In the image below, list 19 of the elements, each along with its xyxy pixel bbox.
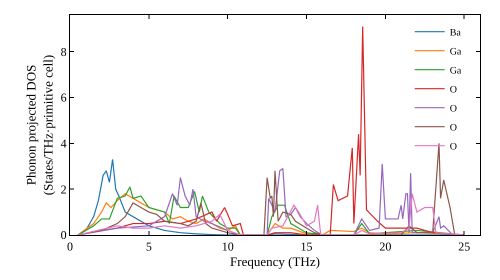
legend-label: O: [450, 84, 457, 96]
legend-label: Ba: [450, 28, 462, 39]
x-axis-title: Frequency (THz): [230, 254, 320, 269]
y-tick-label: 6: [60, 90, 67, 105]
y-tick-label: 2: [60, 182, 67, 196]
legend-label: Ga: [450, 46, 462, 58]
legend-label: O: [450, 104, 457, 115]
x-tick-label: 5: [146, 239, 152, 254]
x-tick-label: 25: [458, 239, 470, 254]
x-tick-label: 15: [300, 239, 313, 254]
legend-label: Ga: [450, 66, 462, 77]
x-tick-label: 20: [379, 239, 392, 254]
legend-label: O: [450, 122, 457, 134]
y-tick-label: 4: [60, 136, 67, 151]
x-tick-label: 10: [222, 239, 234, 254]
y-axis-title: Phonon projected DOS (States/THz·primitive cell): [24, 54, 56, 196]
y-tick-label: 8: [60, 44, 67, 59]
legend-label: O: [450, 142, 457, 153]
y-tick-label: 0: [60, 228, 67, 242]
